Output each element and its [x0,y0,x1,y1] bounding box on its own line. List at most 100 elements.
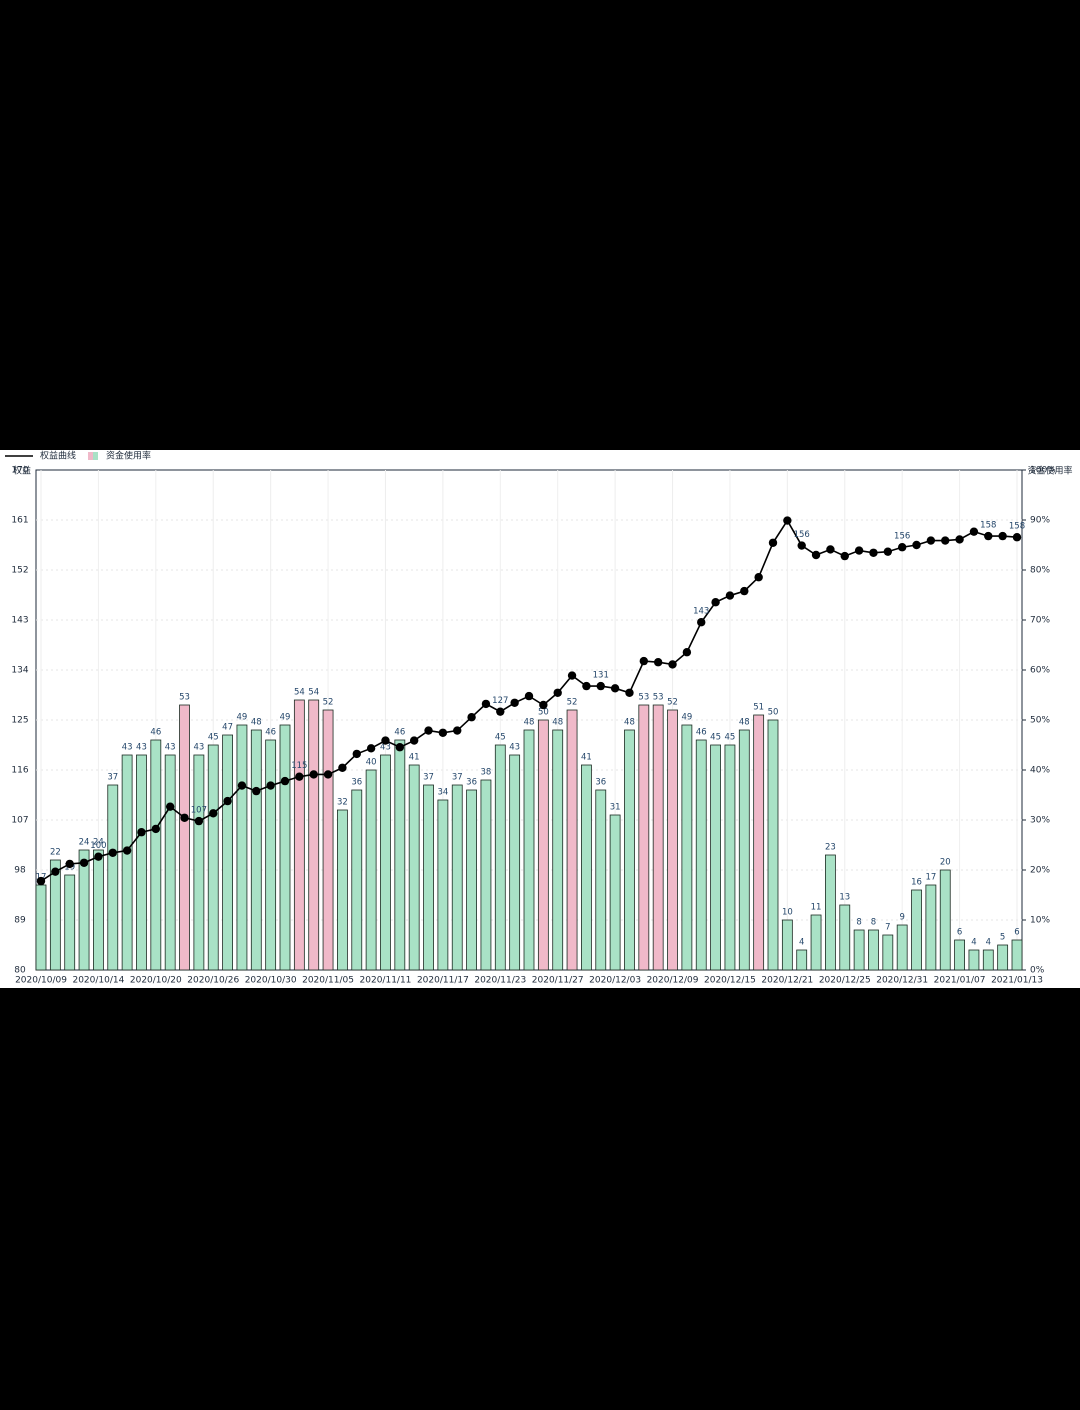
line-point [280,776,290,786]
bar [293,699,305,971]
bar [652,704,664,971]
line-point [338,763,347,772]
line-point [438,728,448,737]
bar-value-label: 24 [93,838,104,848]
line-point [539,700,548,710]
line-point [582,681,591,691]
line-value-label: 156 [794,530,810,540]
bar-value-label: 32 [337,798,348,808]
bar-value-label: 22 [50,848,61,858]
line-point [625,688,634,697]
x-tick-label: 2020/11/05 [302,976,354,986]
x-tick-label: 2020/12/09 [647,976,699,986]
y-tick-label: 170 [11,466,28,476]
bar-value-label: 37 [423,773,434,783]
bar [35,884,47,971]
line-point [610,684,620,693]
line-point [969,527,979,536]
line-point [481,699,491,709]
line-point [668,660,677,669]
line-point [869,548,878,557]
bar-value-label: 47 [222,723,233,733]
x-tick-label: 2020/11/23 [474,976,526,986]
line-point [223,796,232,806]
line-point [740,586,749,596]
bar-value-label: 54 [308,688,319,698]
line-point [754,573,763,582]
bar-value-label: 36 [595,778,606,788]
line-value-label: 115 [291,761,307,771]
bar [781,919,793,971]
bar-value-label: 4 [799,938,804,948]
bar [767,719,779,971]
bar [337,809,348,971]
y-tick-label: 134 [11,666,28,676]
bar [121,754,133,971]
y-tick-label: 80 [14,966,26,976]
bar-value-label: 40 [366,758,377,768]
bar-value-label: 43 [165,743,176,753]
x-tick-label: 2020/12/15 [704,976,756,986]
x-tick-label: 2020/11/17 [417,976,469,986]
bar [136,754,147,971]
y-tick-label: 116 [11,766,28,776]
bar [537,719,549,971]
bar-value-label: 45 [725,733,736,743]
bar-value-label: 43 [122,743,133,753]
bar-value-label: 48 [524,718,535,728]
bar [494,744,506,971]
bar [78,849,90,971]
bar-value-label: 52 [323,698,334,708]
bar-value-label: 49 [681,713,692,723]
bar [968,949,980,971]
line-value-label: 107 [191,806,207,816]
line-point [309,770,318,779]
line-value-label: 131 [593,671,609,681]
bar [322,709,334,971]
line-point [941,536,950,545]
line-point [237,781,247,790]
line-point [409,736,419,745]
bar [738,729,750,971]
bar-value-label: 10 [782,908,793,918]
bar-value-label: 34 [437,788,448,798]
bar-value-label: 36 [351,778,362,788]
y2-tick-label: 10% [1030,916,1050,926]
bar-value-label: 49 [237,713,248,723]
bar-value-label: 45 [495,733,506,743]
bar-value-label: 48 [552,718,563,728]
bar-value-label: 49 [280,713,291,723]
bar-value-label: 53 [179,693,190,703]
bar-value-label: 6 [1014,928,1019,938]
bar [207,744,219,971]
y-tick-label: 143 [11,616,28,626]
line-point [65,859,74,869]
bar-value-label: 31 [610,803,621,813]
bar-value-label: 41 [581,753,592,763]
line-point [883,547,893,556]
bar [724,744,736,971]
bar [681,724,693,971]
bar [896,924,908,971]
bar [236,724,248,971]
x-tick-label: 2020/10/26 [187,976,239,986]
bar [523,729,535,971]
bar [279,724,291,971]
bar [982,949,994,971]
bar [93,849,104,971]
legend-label: 资金使用率 [106,450,151,462]
line-point [797,541,806,550]
bar-value-label: 46 [696,728,707,738]
bar-value-label: 38 [481,768,492,778]
bar-value-label: 17 [925,873,936,883]
bar [710,744,721,971]
line-point [496,707,505,716]
bar [595,789,607,971]
bar-value-label: 48 [624,718,635,728]
bar [150,739,162,971]
line-value-label: 158 [980,521,996,531]
y-tick-label: 125 [11,716,28,726]
bar-value-label: 37 [107,773,118,783]
